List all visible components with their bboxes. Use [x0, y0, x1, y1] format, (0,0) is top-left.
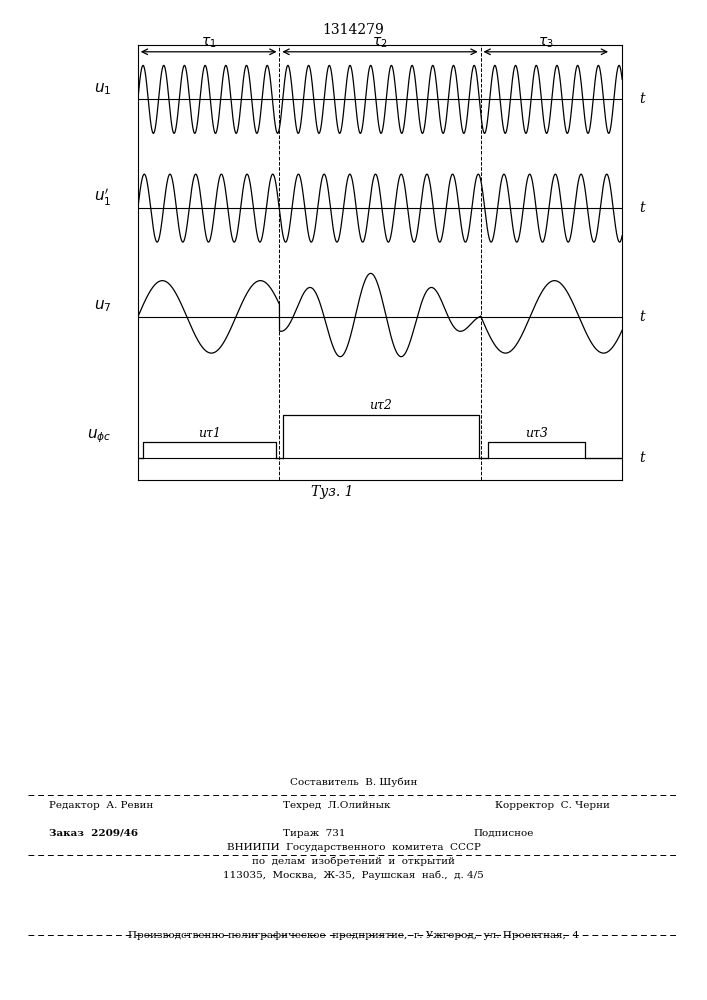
Text: $u_7$: $u_7$: [94, 298, 112, 314]
Text: Корректор  С. Черни: Корректор С. Черни: [495, 801, 609, 810]
Text: $u_1'$: $u_1'$: [95, 187, 112, 208]
Text: Заказ  2209/46: Заказ 2209/46: [49, 829, 139, 838]
Text: $\tau_3$: $\tau_3$: [538, 36, 554, 50]
Text: $\tau_2$: $\tau_2$: [372, 36, 388, 50]
Text: Техред  Л.Олийнык: Техред Л.Олийнык: [283, 801, 390, 810]
Text: Τуз. 1: Τуз. 1: [311, 485, 354, 499]
Text: uτ2: uτ2: [370, 399, 392, 412]
Text: $\tau_1$: $\tau_1$: [201, 36, 216, 50]
Text: t: t: [639, 92, 645, 106]
Text: Тираж  731: Тираж 731: [283, 829, 345, 838]
Text: Производственно-полиграфическое  предприятие,  г. Ужгород,  ул. Проектная,  4: Производственно-полиграфическое предприя…: [128, 931, 579, 940]
Text: Составитель  В. Шубин: Составитель В. Шубин: [290, 778, 417, 787]
Text: uτ3: uτ3: [525, 426, 548, 439]
Text: 1314279: 1314279: [322, 23, 385, 37]
Text: $u_{\phi c}$: $u_{\phi c}$: [88, 428, 112, 445]
Text: ВНИИПИ  Государственного  комитета  СССР: ВНИИПИ Государственного комитета СССР: [226, 843, 481, 852]
Text: uτ1: uτ1: [198, 426, 221, 439]
Text: Редактор  А. Ревин: Редактор А. Ревин: [49, 801, 153, 810]
Text: по  делам  изобретений  и  открытий: по делам изобретений и открытий: [252, 856, 455, 866]
Text: t: t: [639, 310, 645, 324]
Text: Подписное: Подписное: [474, 829, 534, 838]
Text: t: t: [639, 201, 645, 215]
Text: t: t: [639, 451, 645, 465]
Text: $u_1$: $u_1$: [95, 81, 112, 97]
Text: 113035,  Москва,  Ж-35,  Раушская  наб.,  д. 4/5: 113035, Москва, Ж-35, Раушская наб., д. …: [223, 870, 484, 880]
